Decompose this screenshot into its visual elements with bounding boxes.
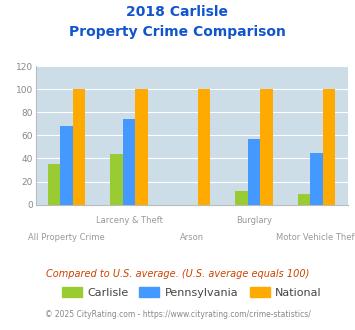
Text: 2018 Carlisle: 2018 Carlisle <box>126 5 229 19</box>
Text: Larceny & Theft: Larceny & Theft <box>96 216 163 225</box>
Bar <box>60 126 73 205</box>
Bar <box>261 89 273 205</box>
Bar <box>298 194 310 205</box>
Bar <box>110 154 123 205</box>
Text: Motor Vehicle Theft: Motor Vehicle Theft <box>276 233 355 242</box>
Bar <box>235 191 248 205</box>
Text: Burglary: Burglary <box>236 216 272 225</box>
Text: All Property Crime: All Property Crime <box>28 233 105 242</box>
Bar <box>136 89 148 205</box>
Text: Compared to U.S. average. (U.S. average equals 100): Compared to U.S. average. (U.S. average … <box>46 269 309 279</box>
Bar <box>323 89 335 205</box>
Bar <box>198 89 211 205</box>
Text: © 2025 CityRating.com - https://www.cityrating.com/crime-statistics/: © 2025 CityRating.com - https://www.city… <box>45 310 310 319</box>
Bar <box>310 152 323 205</box>
Text: Arson: Arson <box>180 233 204 242</box>
Text: Property Crime Comparison: Property Crime Comparison <box>69 25 286 39</box>
Legend: Carlisle, Pennsylvania, National: Carlisle, Pennsylvania, National <box>57 282 326 302</box>
Bar <box>73 89 86 205</box>
Bar <box>48 164 60 205</box>
Bar <box>123 119 136 205</box>
Bar <box>248 139 261 205</box>
